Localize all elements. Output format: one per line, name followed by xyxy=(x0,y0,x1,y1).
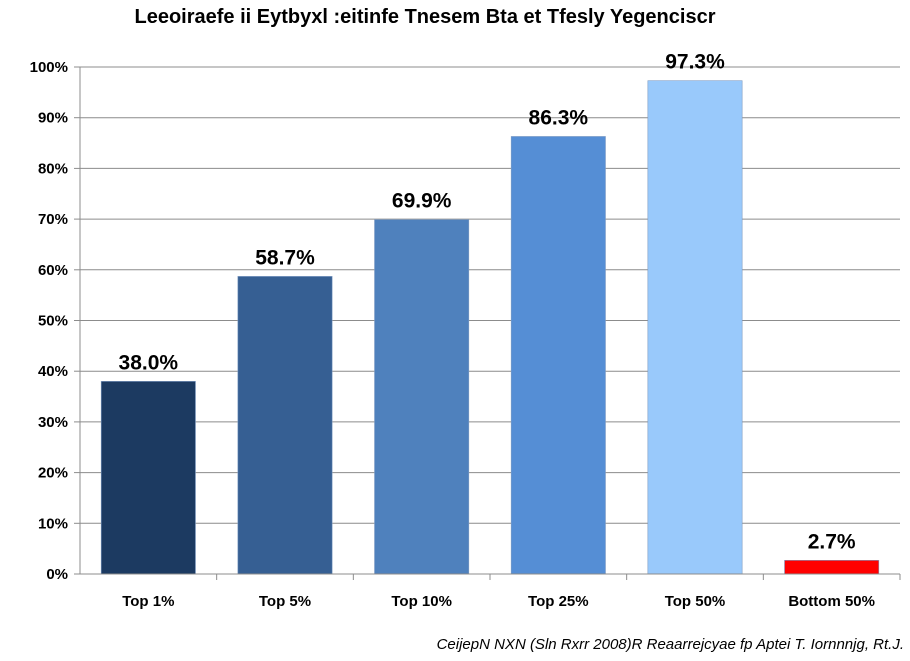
x-tick-label: Bottom 50% xyxy=(788,593,875,610)
x-axis: Top 1% Top 5% Top 10% Top 25% Top 50% Bottom … xyxy=(80,573,901,610)
chart-title: Leeoiraefe ii Eytbyxl :eitinfe Tnesem Bt… xyxy=(134,6,716,28)
y-tick-label: 40% xyxy=(38,363,68,380)
bar xyxy=(510,136,606,575)
bar xyxy=(647,80,743,575)
x-tick-label: Top 1% xyxy=(122,593,174,610)
bars xyxy=(100,80,880,575)
data-label: 58.7% xyxy=(255,246,315,269)
data-label: 38.0% xyxy=(119,351,179,374)
y-tick-label: 100% xyxy=(30,59,68,76)
x-tick-label: Top 5% xyxy=(259,593,311,610)
y-tick-label: 0% xyxy=(46,566,68,583)
y-axis: 0% 10% 20% 30% 40% 50% 60% 70% 80% 90% 100% xyxy=(30,59,81,583)
data-label: 86.3% xyxy=(529,106,589,129)
value-labels: 38.0% 58.7% 69.9% 86.3% 97.3% 2.7% xyxy=(119,51,856,554)
x-tick-label: Top 10% xyxy=(391,593,452,610)
bar xyxy=(100,381,196,575)
y-tick-label: 80% xyxy=(38,160,68,177)
y-tick-label: 70% xyxy=(38,211,68,228)
y-tick-label: 90% xyxy=(38,110,68,127)
bar xyxy=(784,560,880,575)
x-tick-label: Top 25% xyxy=(528,593,589,610)
source-note: CeijepN NXN (Sln Rxrr 2008)R Reaarrejcya… xyxy=(436,636,904,653)
gridlines xyxy=(80,66,900,524)
data-label: 69.9% xyxy=(392,190,452,213)
y-tick-label: 60% xyxy=(38,262,68,279)
bar xyxy=(374,219,470,575)
y-tick-label: 50% xyxy=(38,313,68,330)
y-tick-label: 20% xyxy=(38,465,68,482)
data-label: 97.3% xyxy=(665,51,725,74)
data-label: 2.7% xyxy=(808,530,856,553)
y-tick-label: 30% xyxy=(38,414,68,431)
y-tick-label: 10% xyxy=(38,515,68,532)
x-tick-label: Top 50% xyxy=(665,593,726,610)
bar xyxy=(237,276,333,575)
